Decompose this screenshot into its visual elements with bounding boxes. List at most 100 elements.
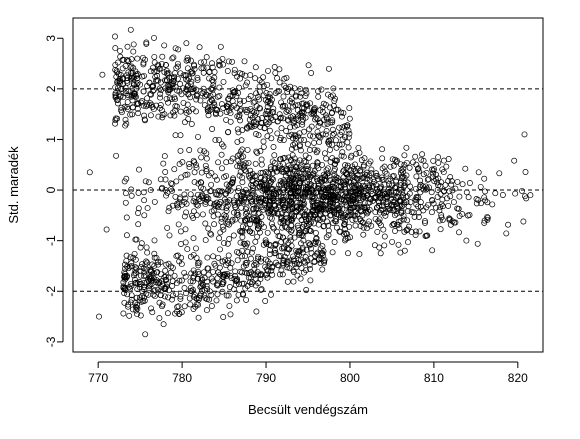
data-point [408,229,415,236]
data-point [207,230,214,237]
data-point [360,175,367,181]
data-point [123,214,130,221]
data-point [132,267,139,274]
data-point [147,100,154,107]
data-point [523,195,530,202]
data-point [499,192,506,198]
data-point [141,116,148,123]
data-point [224,68,231,74]
data-point [258,195,265,202]
data-point [251,262,258,269]
data-point [420,171,427,178]
data-point [481,217,488,224]
data-point [454,178,461,185]
data-point [137,312,144,319]
data-point [254,233,261,240]
data-point [172,70,178,77]
data-point [232,204,239,211]
data-point [230,232,237,239]
data-point [177,108,184,115]
data-point [134,71,141,77]
data-point [151,198,158,205]
data-point [220,271,227,278]
data-point [219,288,226,295]
data-point [317,245,324,252]
data-point [281,193,288,200]
data-point [376,244,383,251]
data-point [391,198,398,205]
data-point [113,96,120,103]
data-point [256,272,263,279]
data-point [124,263,131,270]
data-point [147,112,154,119]
data-point [229,58,236,65]
data-point [354,165,361,172]
data-point [173,290,180,297]
data-point [338,198,345,205]
data-point [170,292,177,299]
data-point [329,205,336,212]
data-point [512,190,519,197]
data-point [209,103,216,110]
data-point [345,250,351,257]
data-point [286,226,292,233]
data-point [112,45,119,52]
data-point [375,188,382,195]
data-point [315,88,321,95]
data-point [146,282,153,289]
data-point [303,222,310,229]
data-point [112,33,118,40]
data-point [124,291,131,298]
data-point [520,218,527,225]
data-point [511,157,518,164]
data-point [223,181,230,188]
data-point [322,191,329,198]
data-point [258,286,265,293]
data-point [299,175,306,182]
data-point [308,250,315,257]
data-point [338,212,345,219]
data-point [346,179,353,186]
data-point [151,262,158,269]
data-point [168,180,174,187]
data-point [445,178,452,184]
data-point [305,239,312,246]
data-point [170,80,177,87]
data-point [372,209,379,216]
data-point [195,268,202,275]
data-point [127,111,134,118]
data-point [226,221,232,228]
data-point [282,223,288,230]
data-point [197,97,204,104]
data-point [225,252,232,259]
data-point [431,178,438,185]
data-point [439,203,446,210]
data-point [167,269,174,276]
data-point [397,182,404,189]
data-point [341,211,348,218]
data-point [459,181,466,188]
data-point [208,303,215,309]
data-point [189,278,196,285]
data-point [162,176,169,183]
data-point [247,105,254,112]
data-point [236,281,242,288]
data-point [135,221,142,228]
data-point [348,172,355,179]
data-point [244,146,251,153]
data-point [412,153,419,160]
data-point [484,216,491,223]
data-point [314,162,320,169]
data-point [262,298,269,304]
data-point [313,235,320,242]
data-point [206,75,213,82]
data-point [183,109,190,116]
data-point [236,199,243,206]
data-point [215,254,222,261]
data-point [404,208,411,215]
data-point [217,110,224,117]
data-point [140,54,146,61]
data-point [144,95,151,102]
data-point [187,301,194,308]
